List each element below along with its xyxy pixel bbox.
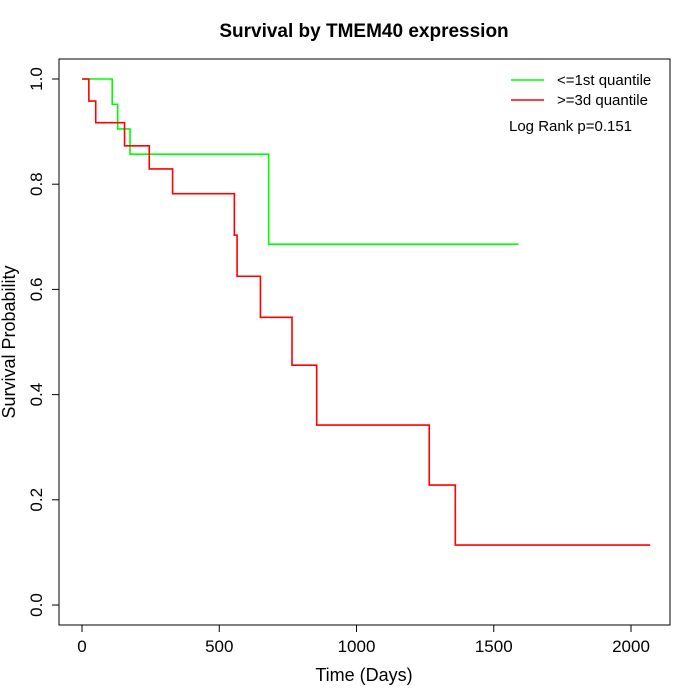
x-tick-label: 1500 xyxy=(475,637,513,656)
y-tick-label: 0.4 xyxy=(27,383,46,407)
y-tick-label: 0.0 xyxy=(27,593,46,617)
log-rank-annotation: Log Rank p=0.151 xyxy=(509,118,632,135)
legend-label-2: >=3d quantile xyxy=(557,92,648,109)
y-tick-label: 0.6 xyxy=(27,278,46,302)
y-axis: 0.0 0.2 0.4 0.6 0.8 1.0 xyxy=(27,67,60,617)
legend-label-1: <=1st quantile xyxy=(557,72,651,89)
y-tick-label: 0.2 xyxy=(27,488,46,512)
x-tick-label: 1000 xyxy=(338,637,376,656)
legend: <=1st quantile >=3d quantile xyxy=(511,72,651,109)
y-tick-label: 1.0 xyxy=(27,67,46,91)
x-tick-label: 0 xyxy=(77,637,86,656)
x-axis-label: Time (Days) xyxy=(315,665,412,685)
x-tick-label: 500 xyxy=(205,637,233,656)
series-line-2 xyxy=(82,78,651,546)
y-axis-label: Survival Probability xyxy=(0,265,19,418)
x-axis: 0 500 1000 1500 2000 xyxy=(77,624,650,656)
y-tick-label: 0.8 xyxy=(27,172,46,196)
series-layer xyxy=(82,78,651,546)
chart-title: Survival by TMEM40 expression xyxy=(219,21,508,42)
x-tick-label: 2000 xyxy=(612,637,650,656)
